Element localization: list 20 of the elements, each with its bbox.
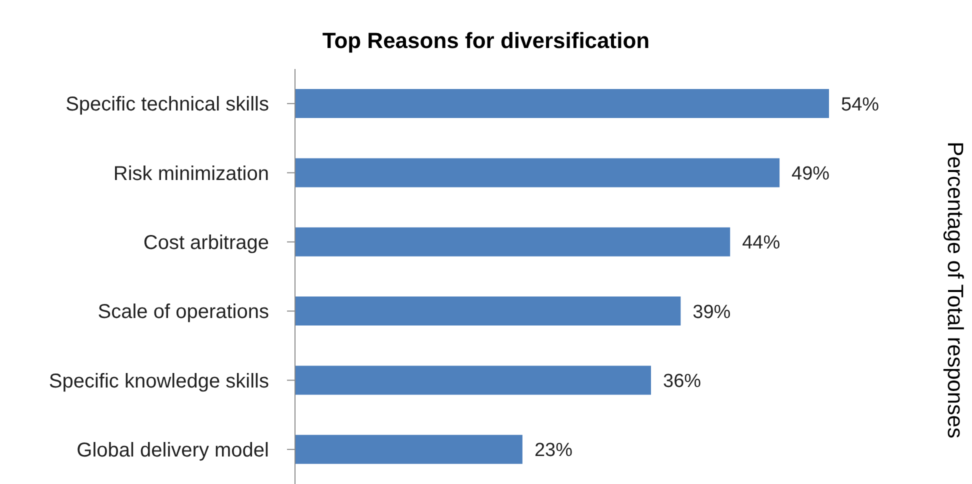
y-tick-label: Risk minimization [113,162,269,185]
data-label: 23% [534,440,573,462]
bar [295,89,829,118]
chart-title: Top Reasons for diversification [321,28,651,54]
data-label: 44% [742,232,780,254]
bar [295,158,780,188]
text: Percentage of Total responses [942,142,968,438]
y-tick-label: Scale of operations [98,301,269,324]
bar [295,366,651,395]
data-label: 54% [841,94,880,116]
y-tick-label: Global delivery model [76,440,269,462]
bar [295,296,681,326]
bar [295,434,522,464]
data-label: 39% [692,302,731,323]
data-label: 49% [792,163,830,184]
bar [295,227,730,256]
y-tick-label: Specific knowledge skills [48,370,269,392]
y-tick-label: Specific technical skills [66,94,269,116]
y-tick-label: Cost arbitrage [143,232,269,254]
data-label: 36% [663,370,702,392]
